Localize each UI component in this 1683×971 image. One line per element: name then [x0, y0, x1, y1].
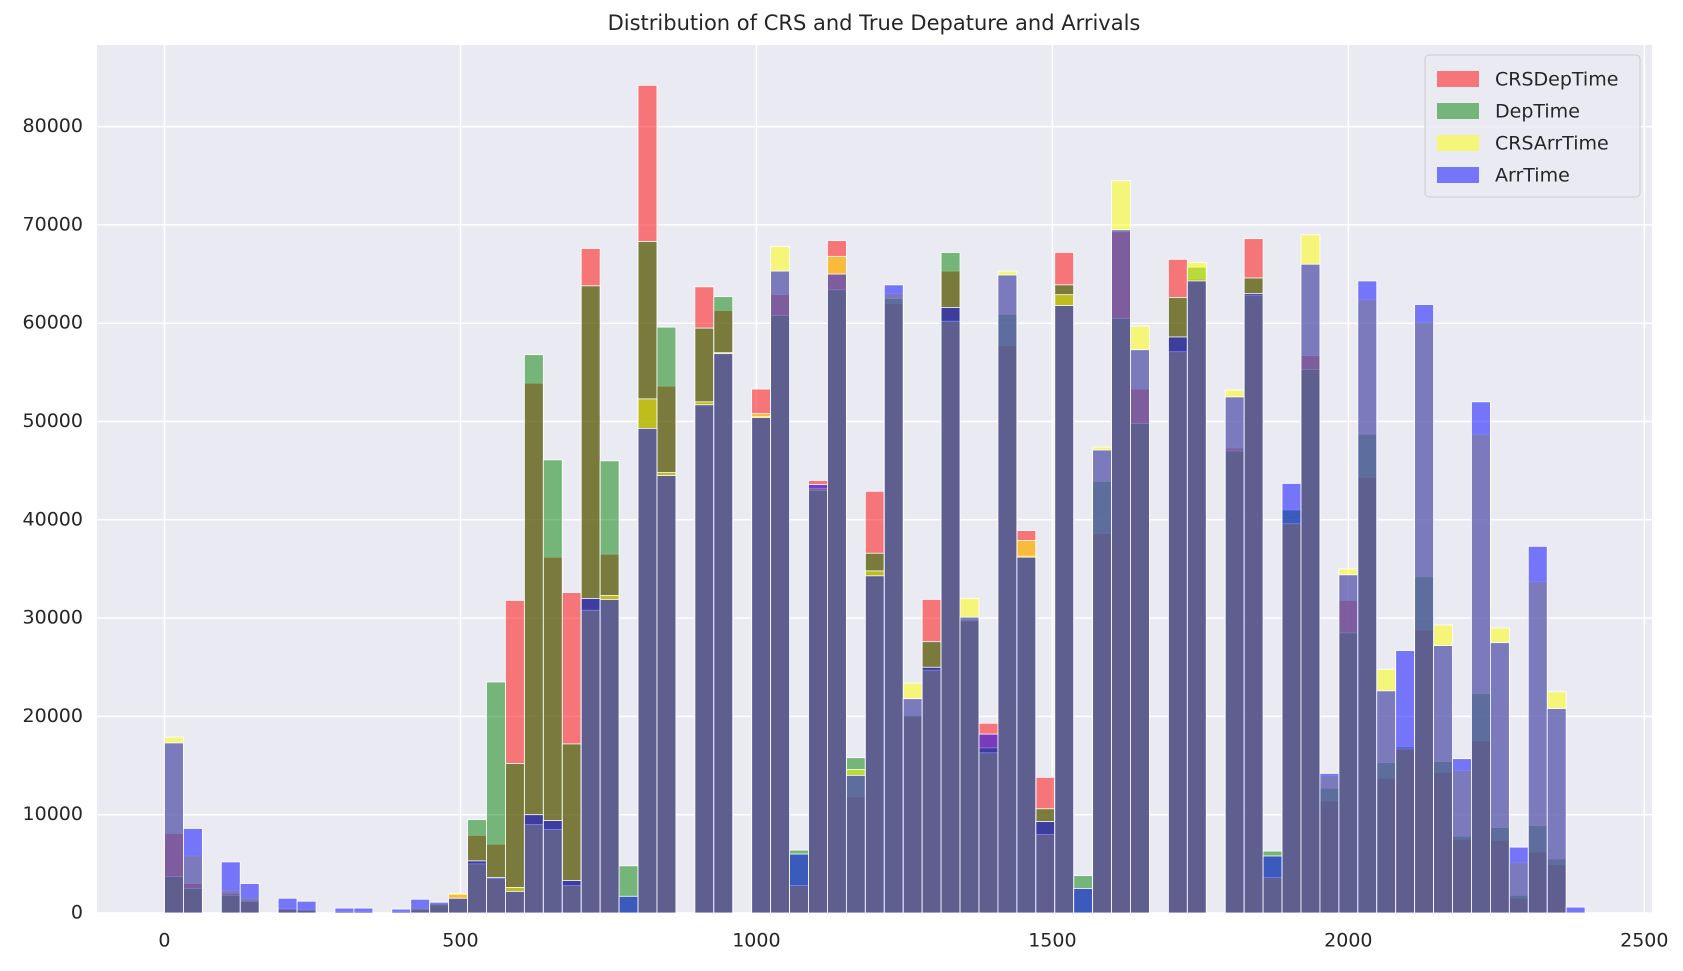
- y-tick-label: 80000: [23, 115, 83, 137]
- histogram-bar: [940, 307, 961, 914]
- histogram-bar: [296, 900, 317, 914]
- histogram-bar: [1471, 401, 1491, 914]
- y-tick-label: 0: [71, 902, 83, 924]
- histogram-bar: [637, 427, 658, 914]
- histogram-bar: [239, 883, 260, 914]
- x-tick-label: 2000: [1324, 930, 1372, 952]
- histogram-bar: [505, 890, 525, 914]
- histogram-bar: [1433, 645, 1453, 914]
- histogram-bar: [1130, 349, 1150, 914]
- histogram-bar: [1243, 293, 1264, 914]
- histogram-bar: [448, 897, 468, 914]
- histogram-bar: [523, 814, 544, 914]
- histogram-bar: [883, 284, 904, 914]
- histogram-bar: [751, 417, 772, 914]
- y-tick-label: 20000: [23, 705, 83, 727]
- histogram-bar: [410, 898, 431, 914]
- histogram-bar: [1167, 336, 1188, 914]
- histogram-bar: [1111, 229, 1131, 914]
- histogram-bar: [1186, 280, 1207, 914]
- histogram-bar: [1281, 483, 1302, 914]
- histogram-bar: [618, 895, 639, 914]
- x-tick-label: 1000: [732, 930, 780, 952]
- histogram-bar: [1262, 855, 1283, 914]
- histogram-bar: [1224, 396, 1245, 914]
- histogram-bar: [1452, 758, 1472, 914]
- histogram-bar: [1300, 263, 1321, 914]
- histogram-bar: [978, 733, 999, 914]
- histogram-bar: [580, 598, 601, 914]
- legend-swatch: [1437, 103, 1479, 119]
- histogram-bar: [334, 907, 355, 914]
- histogram-bar: [183, 828, 203, 914]
- legend-swatch: [1437, 135, 1479, 151]
- legend-swatch: [1437, 167, 1479, 183]
- histogram-bar: [864, 575, 885, 914]
- histogram-bar: [1527, 545, 1548, 914]
- histogram-bar: [1490, 642, 1510, 914]
- histogram-bar: [353, 907, 374, 914]
- y-tick-label: 50000: [23, 410, 83, 432]
- y-tick-label: 70000: [23, 213, 83, 235]
- histogram-bar: [694, 404, 715, 914]
- y-tick-label: 30000: [23, 607, 83, 629]
- histogram-bar: [845, 774, 866, 914]
- y-tick-label: 10000: [23, 803, 83, 825]
- legend-label: CRSArrTime: [1495, 133, 1609, 155]
- histogram-bar: [1073, 888, 1094, 914]
- legend-label: ArrTime: [1495, 165, 1570, 187]
- histogram-bar: [467, 860, 487, 914]
- x-tick-label: 500: [442, 930, 478, 952]
- histogram-bar: [429, 901, 450, 914]
- histogram-bar: [486, 877, 506, 914]
- legend-label: DepTime: [1495, 101, 1580, 123]
- histogram-bar: [997, 274, 1018, 914]
- histogram-bar: [561, 880, 582, 914]
- histogram-bar: [1035, 821, 1056, 914]
- histogram-bar: [1414, 304, 1434, 914]
- x-tick-label: 1500: [1028, 930, 1076, 952]
- histogram-bar: [902, 698, 923, 914]
- histogram-bar: [542, 820, 563, 914]
- histogram-bar: [599, 599, 620, 914]
- histogram-bar: [1508, 846, 1529, 914]
- chart-title: Distribution of CRS and True Depature an…: [608, 11, 1141, 35]
- y-tick-label: 60000: [23, 312, 83, 334]
- histogram-bar: [770, 270, 790, 914]
- legend-label: CRSDepTime: [1495, 69, 1618, 91]
- histogram-bar: [1546, 708, 1567, 914]
- histogram-bar: [1565, 906, 1586, 914]
- histogram-bar: [827, 273, 847, 914]
- histogram-bar: [220, 861, 241, 914]
- x-tick-label: 0: [158, 930, 170, 952]
- histogram-bar: [713, 353, 734, 914]
- histogram-bar: [656, 475, 677, 914]
- histogram-bar: [1357, 280, 1378, 914]
- histogram-bar: [1395, 650, 1416, 914]
- histogram-bar: [921, 666, 942, 914]
- histogram-bar: [1319, 773, 1340, 914]
- legend-swatch: [1437, 71, 1479, 87]
- legend-box: [1424, 54, 1641, 198]
- histogram-bar: [164, 742, 184, 914]
- histogram-bar: [1338, 574, 1359, 914]
- histogram-bar: [1054, 305, 1075, 914]
- histogram-bar: [391, 908, 412, 914]
- histogram-bar: [1092, 449, 1112, 914]
- histogram-bar: [959, 616, 980, 914]
- histogram-bar: [1376, 690, 1397, 914]
- y-tick-label: 40000: [23, 508, 83, 530]
- histogram-bar: [808, 484, 828, 914]
- x-tick-label: 2500: [1620, 930, 1668, 952]
- histogram-bar: [789, 853, 809, 914]
- histogram-bar: [277, 897, 298, 914]
- histogram-bar: [1016, 556, 1037, 914]
